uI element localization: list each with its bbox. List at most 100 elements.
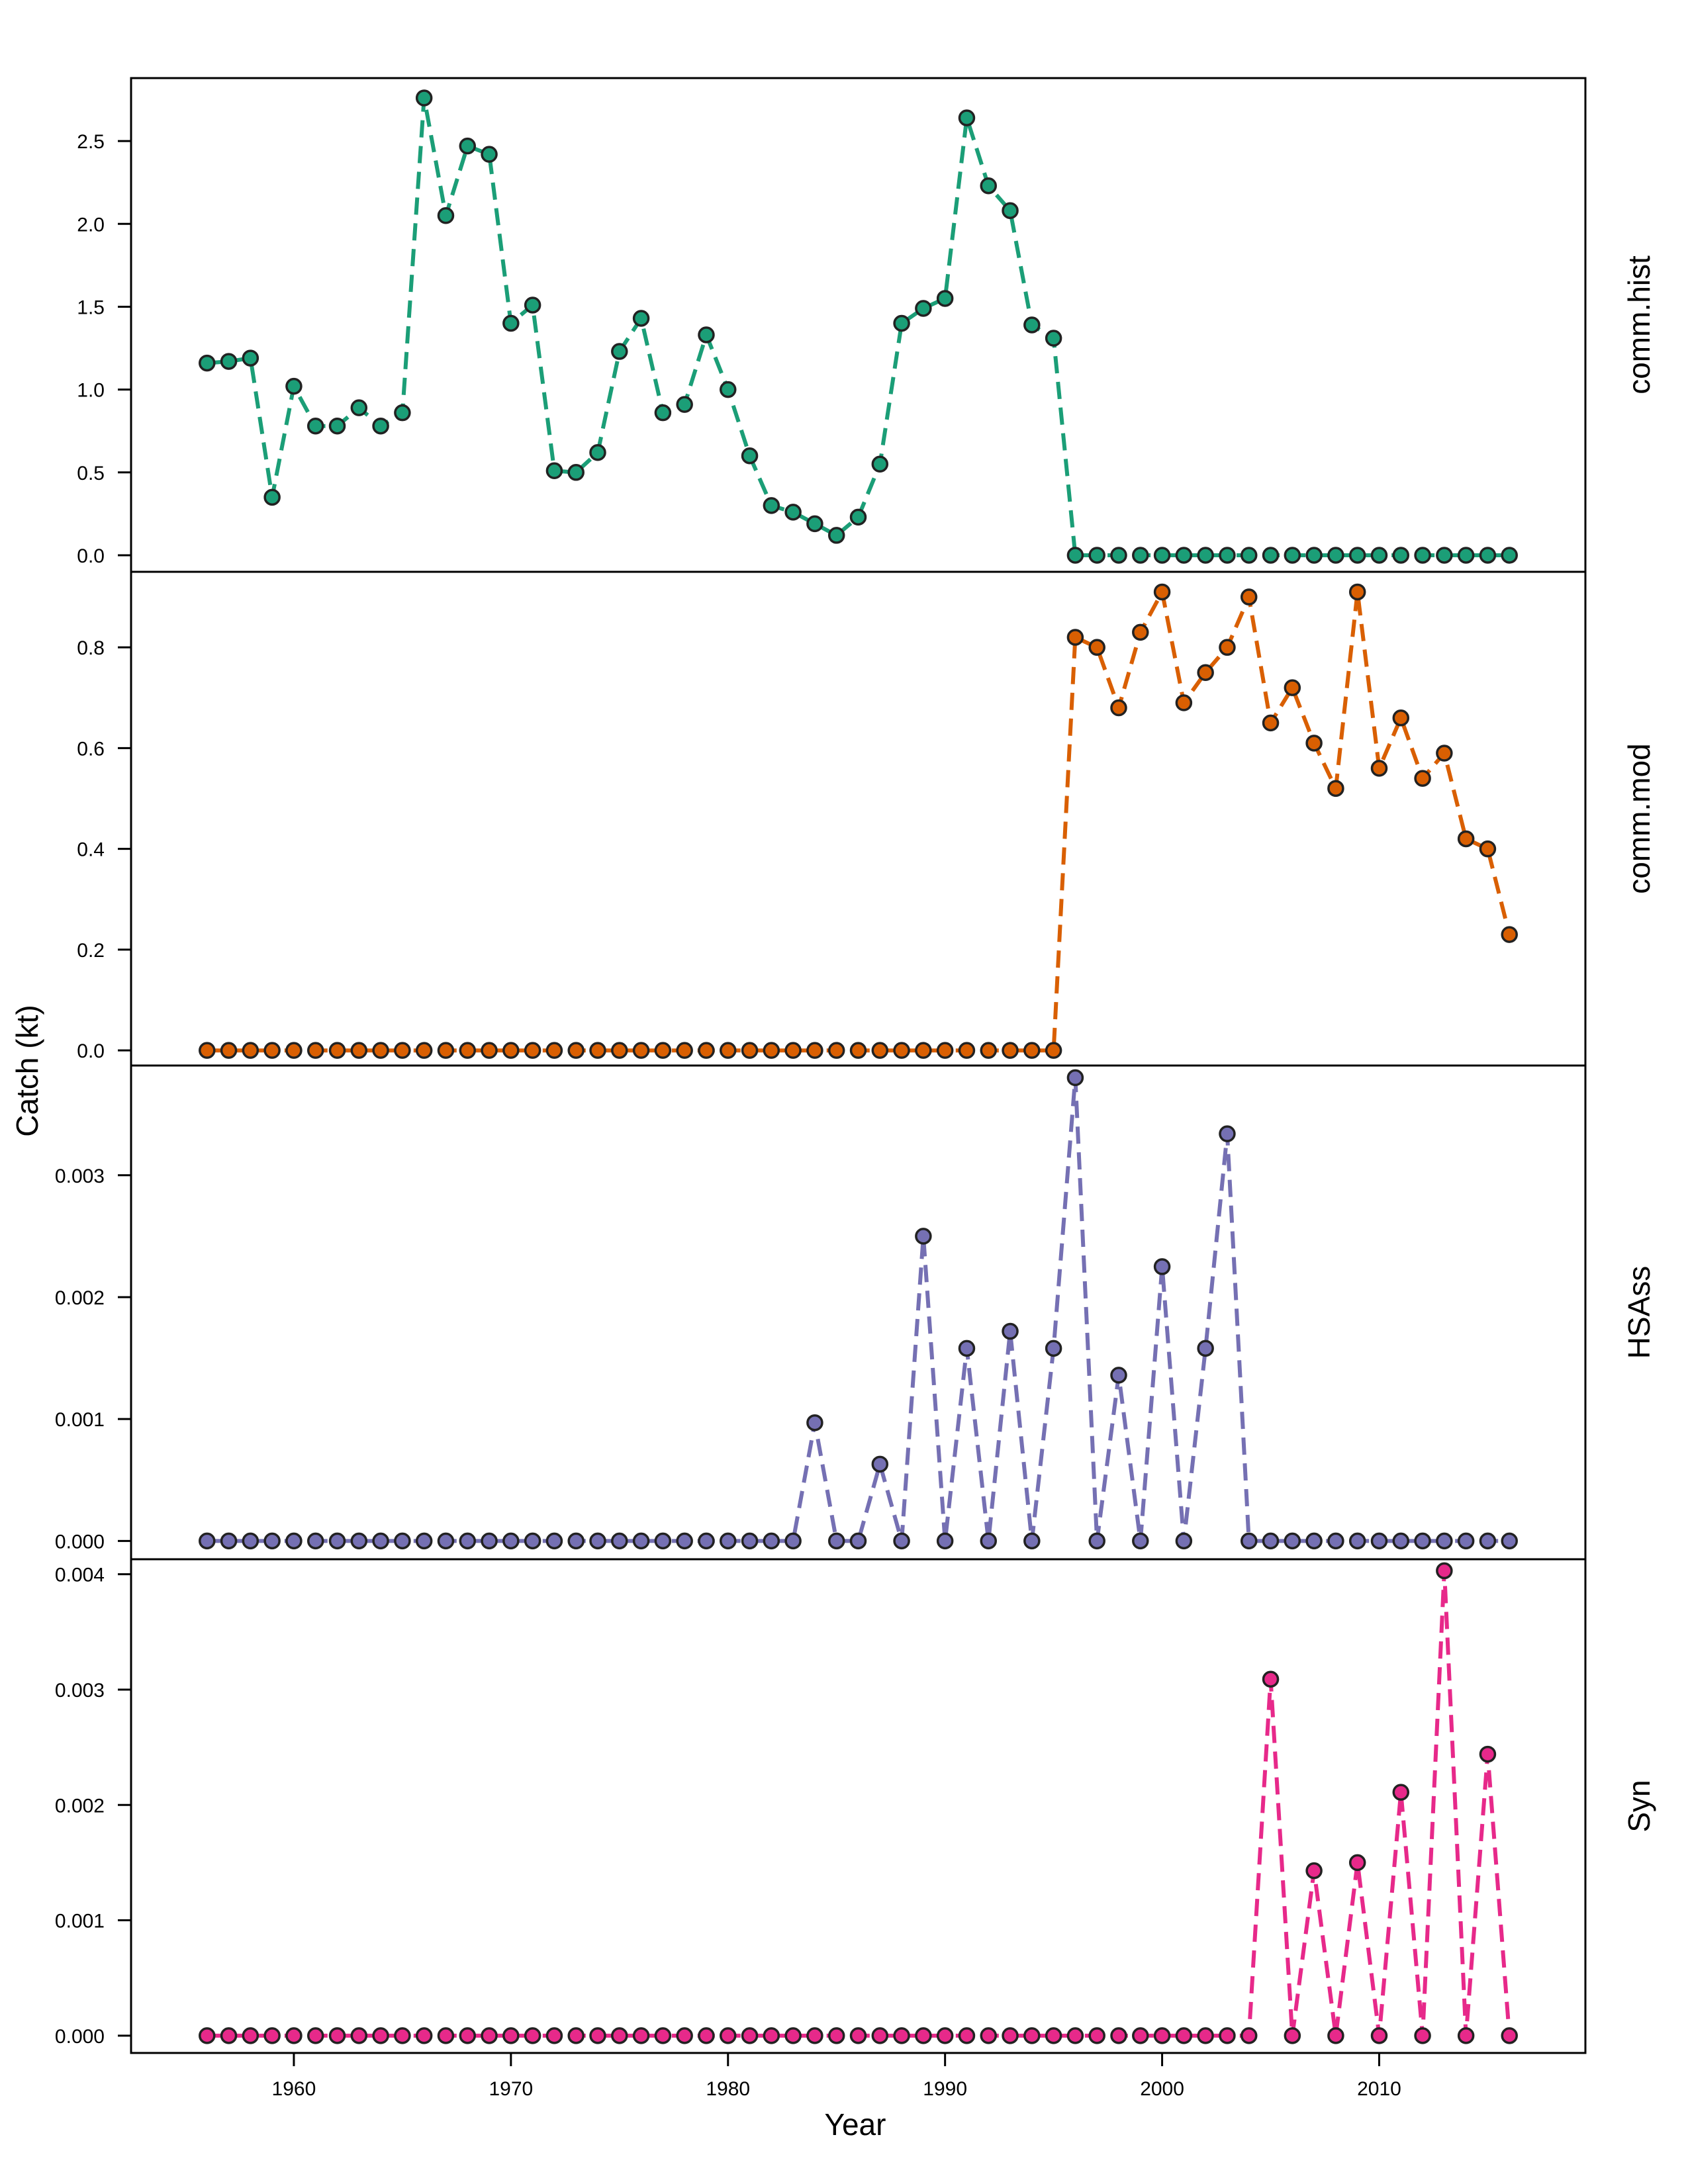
data-point: [589, 2027, 606, 2044]
data-point: [1370, 547, 1388, 564]
data-point: [741, 1042, 759, 1059]
data-point: [1305, 1532, 1323, 1550]
data-point: [1501, 547, 1518, 564]
data-point: [394, 2027, 411, 2044]
data-point: [242, 1532, 259, 1550]
data-point: [827, 2027, 845, 2044]
data-point: [1023, 1042, 1041, 1059]
data-point: [1023, 2027, 1041, 2044]
data-point: [1066, 1069, 1084, 1087]
data-point: [958, 109, 976, 126]
data-point: [1370, 1532, 1388, 1550]
data-point: [958, 1340, 976, 1357]
data-point: [394, 1532, 411, 1550]
data-point: [1327, 780, 1344, 797]
data-point: [980, 2027, 997, 2044]
series-points: [199, 583, 1518, 1059]
data-point: [1262, 714, 1280, 732]
data-point: [1457, 830, 1475, 848]
data-point: [806, 1414, 823, 1432]
data-point: [784, 504, 802, 521]
data-point: [893, 1532, 910, 1550]
data-point: [372, 1532, 389, 1550]
data-point: [220, 353, 238, 370]
data-point: [632, 1532, 650, 1550]
data-point: [1436, 1532, 1453, 1550]
data-point: [741, 2027, 759, 2044]
data-point: [1327, 547, 1344, 564]
data-point: [1327, 2027, 1344, 2044]
data-point: [524, 2027, 541, 2044]
data-point: [1305, 547, 1323, 564]
data-point: [285, 1042, 303, 1059]
data-point: [524, 1532, 541, 1550]
data-point: [242, 1042, 259, 1059]
data-point: [784, 1042, 802, 1059]
panel-2: 0.000 0.001 0.002 0.003 HSAss: [55, 1064, 1656, 1561]
data-point: [545, 2027, 563, 2044]
data-point: [1197, 547, 1214, 564]
data-point: [1219, 639, 1236, 656]
data-point: [980, 177, 997, 195]
data-point: [1110, 699, 1127, 717]
data-point: [1284, 679, 1301, 696]
data-point: [242, 2027, 259, 2044]
panel-label: comm.hist: [1622, 255, 1656, 394]
data-point: [199, 2027, 216, 2044]
data-point: [1436, 745, 1453, 762]
data-point: [784, 1532, 802, 1550]
data-point: [1023, 1532, 1041, 1550]
data-point: [199, 1042, 216, 1059]
data-point: [545, 1042, 563, 1059]
data-point: [1132, 547, 1149, 564]
data-point: [698, 1532, 715, 1550]
data-point: [350, 2027, 368, 2044]
data-point: [763, 497, 780, 514]
data-point: [1262, 1670, 1280, 1688]
data-point: [1066, 547, 1084, 564]
data-point: [502, 314, 520, 332]
data-point: [1197, 1340, 1214, 1357]
data-point: [958, 1042, 976, 1059]
data-point: [1240, 2027, 1258, 2044]
data-point: [1262, 1532, 1280, 1550]
data-point: [1348, 547, 1366, 564]
y-tick-label: 0.002: [55, 1287, 105, 1309]
data-point: [481, 1532, 498, 1550]
data-point: [936, 1042, 954, 1059]
data-point: [1414, 2027, 1431, 2044]
data-point: [1348, 583, 1366, 601]
data-point: [1175, 547, 1193, 564]
data-point: [1045, 1340, 1062, 1357]
data-point: [1197, 664, 1214, 681]
data-point: [720, 1042, 737, 1059]
data-point: [1414, 770, 1431, 787]
data-point: [611, 1532, 628, 1550]
data-point: [676, 2027, 693, 2044]
x-tick-label: 1970: [489, 2078, 533, 2100]
data-point: [481, 146, 498, 163]
data-point: [1457, 547, 1475, 564]
data-point: [698, 326, 715, 343]
data-point: [567, 1532, 585, 1550]
data-point: [784, 2027, 802, 2044]
data-point: [849, 1042, 867, 1059]
data-point: [741, 1532, 759, 1550]
y-tick-label: 0.003: [55, 1165, 105, 1187]
data-point: [1045, 2027, 1062, 2044]
y-tick-label: 0.001: [55, 1409, 105, 1431]
data-point: [394, 404, 411, 422]
data-point: [1392, 1532, 1410, 1550]
data-point: [1153, 1258, 1171, 1275]
panel-0: 0.0 0.5 1.0 1.5 2.0 2.5 comm.hist: [77, 77, 1656, 573]
data-point: [372, 417, 389, 435]
data-point: [1479, 547, 1497, 564]
data-point: [306, 2027, 324, 2044]
data-point: [1153, 2027, 1171, 2044]
data-point: [502, 2027, 520, 2044]
y-tick-label: 0.003: [55, 1680, 105, 1702]
data-point: [763, 1042, 780, 1059]
data-point: [915, 1228, 932, 1245]
data-point: [611, 2027, 628, 2044]
